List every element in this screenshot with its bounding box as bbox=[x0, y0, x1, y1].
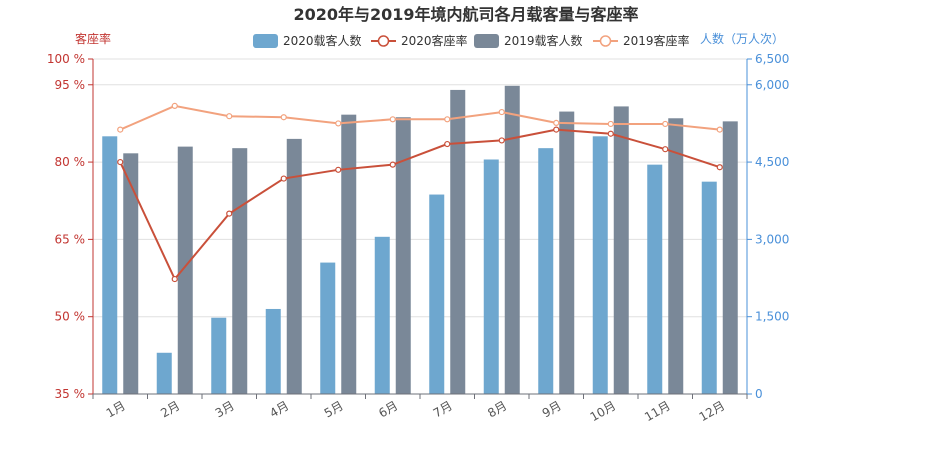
point-2019-1[interactable] bbox=[117, 126, 124, 133]
point-2020-2[interactable] bbox=[171, 275, 178, 283]
legend[interactable]: 2020载客人数 2020客座率 2019载客人数 2019客座率 bbox=[253, 33, 690, 48]
x-axis-tick-label: 9月 bbox=[540, 398, 564, 420]
line-2020 bbox=[119, 128, 721, 281]
bar-2020-7[interactable] bbox=[429, 194, 445, 394]
x-axis-tick-label: 1月 bbox=[104, 398, 128, 420]
point-2020-5[interactable] bbox=[335, 166, 342, 173]
point-2020-6[interactable] bbox=[389, 161, 396, 168]
bar-2020-4[interactable] bbox=[265, 308, 281, 394]
legend-item-3[interactable]: 2019载客人数 bbox=[474, 33, 583, 48]
point-2020-10[interactable] bbox=[607, 130, 614, 137]
line-2019 bbox=[119, 104, 720, 131]
left-axis-tick-label: 100 % bbox=[47, 52, 85, 66]
bar-2019-5[interactable] bbox=[341, 114, 357, 395]
point-2020-12[interactable] bbox=[716, 164, 723, 171]
axes: 100 % 95 % 80 % 65 % 50 % 35 % 6,500 6,000 4,500… bbox=[47, 52, 789, 424]
chart-title: 2020年与2019年境内航司各月载客量与客座率 bbox=[293, 5, 638, 24]
point-2019-6[interactable] bbox=[389, 116, 396, 123]
left-axis-tick-label: 80 % bbox=[55, 155, 86, 169]
legend-label: 2020载客人数 bbox=[283, 33, 362, 48]
bar-2020-8[interactable] bbox=[483, 159, 499, 395]
x-axis-tick-label: 7月 bbox=[431, 398, 455, 420]
bar-2020-10[interactable] bbox=[592, 136, 608, 395]
point-2020-8[interactable] bbox=[498, 137, 505, 144]
legend-item-4[interactable]: 2019客座率 bbox=[593, 33, 690, 48]
legend-swatch bbox=[474, 34, 499, 48]
point-2019-10[interactable] bbox=[607, 120, 614, 128]
left-axis-tick-label: 50 % bbox=[55, 310, 86, 324]
bar-2020-1[interactable] bbox=[102, 136, 118, 395]
right-axis-tick-label: 3,000 bbox=[755, 232, 789, 246]
right-axis-tick-label: 0 bbox=[755, 387, 763, 401]
point-2019-2[interactable] bbox=[171, 102, 178, 110]
bar-2020-5[interactable] bbox=[320, 262, 336, 394]
bars bbox=[102, 85, 738, 395]
point-2020-9[interactable] bbox=[553, 126, 560, 133]
bar-2020-3[interactable] bbox=[211, 317, 227, 394]
x-axis-tick-label: 4月 bbox=[267, 398, 291, 420]
bar-2019-2[interactable] bbox=[177, 146, 193, 394]
point-2019-8[interactable] bbox=[498, 108, 505, 116]
point-2019-9[interactable] bbox=[553, 119, 560, 127]
x-axis-tick-label: 10月 bbox=[588, 398, 619, 424]
right-axis-tick-label: 6,500 bbox=[755, 52, 789, 66]
bar-2020-6[interactable] bbox=[374, 236, 390, 394]
bar-2019-12[interactable] bbox=[722, 121, 738, 394]
bar-2020-12[interactable] bbox=[701, 181, 717, 394]
series-lines bbox=[117, 102, 723, 283]
x-axis-tick-label: 12月 bbox=[697, 398, 728, 424]
legend-label: 2020客座率 bbox=[401, 33, 468, 48]
right-axis-tick-label: 4,500 bbox=[755, 155, 789, 169]
bar-2019-4[interactable] bbox=[286, 138, 302, 394]
point-2020-1[interactable] bbox=[117, 158, 124, 166]
x-axis-tick-label: 5月 bbox=[322, 398, 346, 420]
legend-label: 2019客座率 bbox=[623, 33, 690, 48]
left-axis-name: 客座率 bbox=[75, 31, 111, 46]
legend-marker bbox=[377, 35, 390, 47]
point-2019-7[interactable] bbox=[444, 116, 451, 123]
left-axis-tick-label: 65 % bbox=[55, 232, 86, 246]
bar-2020-11[interactable] bbox=[647, 164, 663, 394]
x-axis-tick-label: 8月 bbox=[485, 398, 509, 420]
point-2020-7[interactable] bbox=[444, 140, 451, 148]
right-axis-tick-label: 6,000 bbox=[755, 78, 789, 92]
bar-2019-8[interactable] bbox=[504, 85, 520, 395]
bar-2020-9[interactable] bbox=[538, 148, 554, 394]
bar-2019-3[interactable] bbox=[232, 148, 248, 394]
bar-2019-9[interactable] bbox=[559, 111, 575, 395]
legend-item-2[interactable]: 2020客座率 bbox=[371, 33, 468, 48]
point-2019-4[interactable] bbox=[280, 114, 287, 121]
bar-2019-1[interactable] bbox=[123, 153, 139, 394]
x-axis-tick-label: 11月 bbox=[642, 398, 673, 424]
right-axis-tick-label: 1,500 bbox=[755, 310, 789, 324]
left-axis-tick-label: 35 % bbox=[55, 387, 86, 401]
point-2020-4[interactable] bbox=[280, 175, 287, 182]
legend-marker bbox=[599, 35, 612, 47]
point-2020-3[interactable] bbox=[226, 210, 233, 217]
point-2019-11[interactable] bbox=[662, 120, 669, 128]
bar-2020-2[interactable] bbox=[156, 352, 172, 394]
legend-swatch bbox=[253, 34, 278, 48]
point-2020-11[interactable] bbox=[662, 146, 669, 153]
left-axis-tick-label: 95 % bbox=[55, 78, 86, 92]
bar-2019-11[interactable] bbox=[668, 118, 684, 395]
bar-2019-7[interactable] bbox=[450, 89, 466, 394]
grid-lines bbox=[93, 58, 747, 395]
bar-2019-10[interactable] bbox=[613, 106, 629, 395]
x-axis-tick-label: 3月 bbox=[213, 398, 237, 420]
x-axis-tick-label: 2月 bbox=[158, 398, 182, 420]
legend-label: 2019载客人数 bbox=[504, 33, 583, 48]
right-axis-name: 人数（万人次） bbox=[700, 31, 784, 46]
x-axis-tick-label: 6月 bbox=[376, 398, 400, 420]
point-2019-12[interactable] bbox=[716, 126, 723, 133]
legend-item-1[interactable]: 2020载客人数 bbox=[253, 33, 362, 48]
point-2019-5[interactable] bbox=[335, 120, 342, 127]
point-2019-3[interactable] bbox=[226, 113, 233, 120]
bar-2019-6[interactable] bbox=[395, 117, 411, 394]
